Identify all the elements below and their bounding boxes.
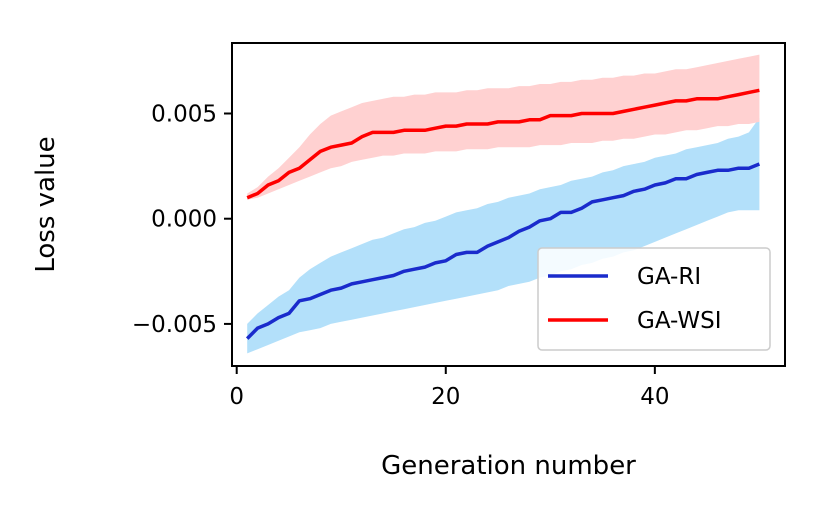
- x-tick-label: 0: [229, 384, 244, 410]
- legend: GA-RI GA-WSI: [537, 247, 771, 351]
- plot-frame: [231, 42, 786, 367]
- x-axis-label: Generation number: [381, 451, 636, 481]
- ga-wsi-band: [247, 54, 760, 200]
- x-axis: 0 20 40: [229, 366, 669, 410]
- y-tick-label: −0.005: [132, 312, 217, 338]
- ga-wsi-line: [246, 88, 760, 200]
- y-tick-label: 0.000: [151, 207, 217, 233]
- confidence-bands: [247, 54, 760, 354]
- ga-ri-line: [245, 162, 761, 340]
- y-tick-label: 0.005: [151, 101, 217, 127]
- ga-ri-band: [247, 117, 760, 354]
- series-lines: [245, 88, 761, 340]
- x-tick-label: 40: [640, 384, 669, 410]
- legend-box: [537, 247, 771, 351]
- x-tick-label: 20: [431, 384, 460, 410]
- y-axis-label: Loss value: [31, 136, 61, 272]
- y-axis: −0.005 0.000 0.005: [132, 101, 232, 338]
- legend-label-ga-wsi: GA-WSI: [637, 308, 722, 334]
- legend-label-ga-ri: GA-RI: [637, 264, 701, 290]
